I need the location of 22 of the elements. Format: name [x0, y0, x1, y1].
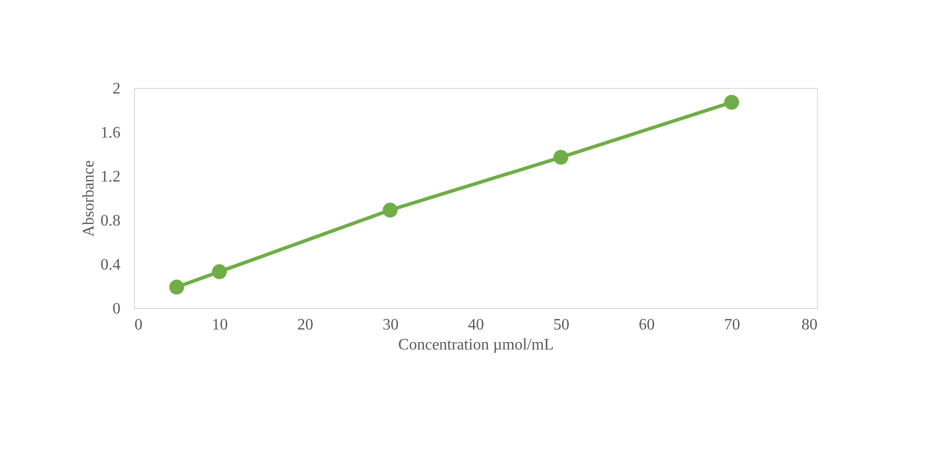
x-tick-label: 50	[553, 316, 570, 334]
y-tick-label: 0	[112, 300, 120, 318]
point	[382, 202, 398, 218]
point	[212, 264, 227, 280]
x-tick-label: 10	[212, 316, 228, 334]
x-tick-label: 0	[134, 316, 142, 334]
y-tick-label: 0.4	[100, 256, 120, 274]
x-tick-label: 80	[802, 316, 818, 334]
y-tick-label: 1.2	[100, 168, 120, 186]
x-axis-title: Concentration µmol/mL	[398, 336, 554, 354]
y-axis-title: Absorbance	[80, 160, 98, 237]
y-tick-label: 2	[112, 80, 120, 98]
x-tick-label: 70	[724, 316, 740, 334]
x-tick-label: 60	[638, 316, 655, 334]
x-tick-label: 20	[297, 316, 314, 334]
point	[553, 150, 568, 165]
x-tick-label: 30	[382, 316, 399, 334]
point	[169, 280, 184, 294]
point	[724, 94, 740, 110]
x-tick-label: 40	[468, 316, 484, 334]
y-tick-label: 1.6	[100, 124, 120, 142]
y-tick-label: 0.8	[100, 212, 120, 230]
